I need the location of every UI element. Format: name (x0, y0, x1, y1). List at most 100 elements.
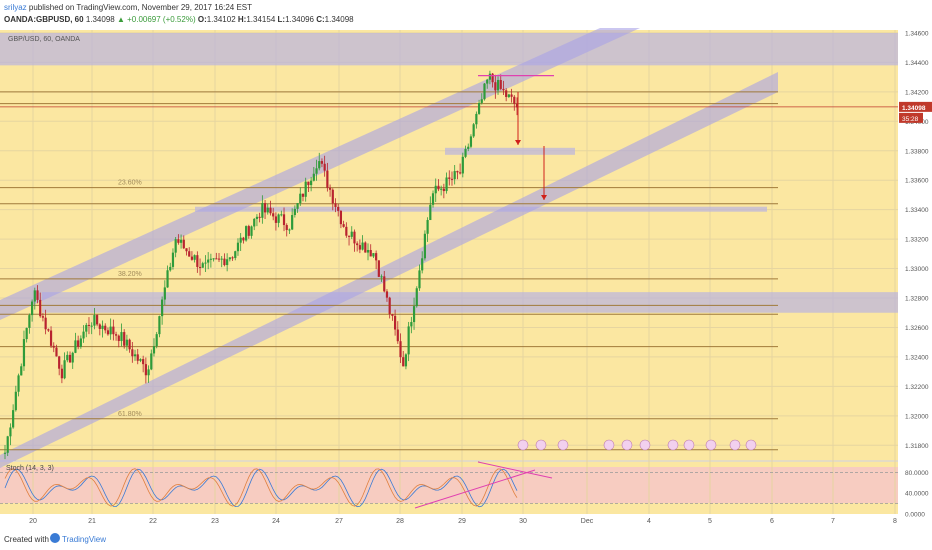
open-label: O: (197, 15, 207, 24)
candle-body (20, 366, 23, 376)
x-tick-label: 23 (211, 518, 219, 525)
candle-body (106, 330, 110, 335)
y-tick-label: 1.33000 (905, 266, 929, 273)
candle-body (196, 255, 199, 267)
timer-badge: 35:28 (902, 116, 919, 123)
candle-body (375, 253, 378, 261)
candle-body (144, 364, 147, 376)
candle-body (131, 349, 134, 357)
x-tick-label: 7 (831, 518, 835, 525)
candle-body (415, 288, 418, 307)
stoch-y-label: 40.0000 (905, 491, 929, 498)
candle-body (169, 266, 172, 271)
candle-body (393, 315, 397, 330)
candle-body (3, 452, 7, 454)
candle-body (104, 325, 107, 331)
y-tick-label: 1.33800 (905, 148, 929, 155)
x-tick-label: 27 (335, 518, 343, 525)
candle-body (236, 242, 240, 252)
candle-body (234, 251, 237, 259)
candle-body (442, 188, 445, 192)
published-text: published on TradingView.com, November 2… (28, 3, 253, 12)
candle-body (60, 368, 63, 379)
candle-body (74, 340, 77, 353)
candle-body (274, 216, 277, 223)
candle-body (477, 102, 481, 114)
candle-body (68, 354, 72, 363)
candle-body (239, 237, 242, 243)
candle-body (453, 171, 456, 180)
candle-body (136, 354, 139, 361)
candle-body (361, 242, 364, 250)
fib-label: 38.20% (118, 271, 142, 278)
candle-body (185, 248, 188, 252)
candle-body (304, 181, 307, 197)
y-tick-label: 1.33200 (905, 237, 929, 244)
candle-body (9, 427, 12, 437)
candle-body (66, 354, 69, 361)
candle-body (220, 258, 223, 260)
x-tick-label: Dec (581, 518, 594, 525)
candle-body (369, 249, 372, 257)
x-tick-label: 30 (519, 518, 527, 525)
candle-body (440, 188, 443, 190)
candle-body (423, 233, 426, 259)
candle-body (52, 345, 55, 348)
candle-body (215, 258, 218, 260)
candle-body (182, 239, 185, 249)
stoch-legend: Stoch (14, 3, 3) (6, 465, 54, 472)
chart-header: srilyaz published on TradingView.com, No… (0, 0, 932, 30)
mid-zone (195, 206, 767, 212)
candle-body (28, 315, 31, 328)
candle-body (491, 73, 494, 83)
y-tick-label: 1.32400 (905, 354, 929, 361)
candle-body (486, 79, 489, 84)
candle-body (364, 242, 367, 253)
tradingview-link[interactable]: TradingView (62, 535, 107, 544)
timer-badge-bg (899, 112, 923, 123)
candle-body (255, 216, 259, 219)
x-tick-label: 22 (149, 518, 157, 525)
candle-body (101, 325, 104, 329)
high-value: 1.34154 (246, 15, 276, 24)
arrow-head-icon (515, 140, 521, 145)
candle-body (209, 258, 212, 260)
candle-body (125, 339, 129, 346)
y-tick-label: 1.33600 (905, 178, 929, 185)
last-price: 1.34098 (85, 15, 115, 24)
y-tick-label: 1.32000 (905, 413, 929, 420)
candle-body (120, 332, 123, 342)
candle-body (467, 146, 470, 149)
candle-body (25, 327, 28, 340)
candle-body (312, 173, 315, 181)
x-tick-label: 4 (647, 518, 651, 525)
candle-body (142, 359, 145, 365)
candle-body (247, 226, 250, 236)
chart-svg[interactable]: 23.60% 38.20% 61.80% 20 21 22 23 24 27 28 29 30 Dec… (0, 28, 932, 528)
candle-body (510, 94, 513, 97)
candle-body (396, 329, 399, 342)
economic-event-icon (603, 439, 615, 451)
upper-channel (0, 28, 640, 320)
candle-body (207, 259, 210, 263)
candle-body (388, 297, 391, 315)
candle-body (36, 290, 39, 300)
candle-body (71, 352, 74, 363)
candle-body (150, 353, 153, 370)
stoch-d-line (4, 468, 518, 507)
candle-body (293, 208, 296, 216)
candle-body (44, 317, 47, 330)
tradingview-logo-icon (50, 533, 60, 543)
high-label: H: (237, 15, 247, 24)
candle-body (334, 203, 337, 207)
stoch-y-label: 0.0000 (905, 512, 925, 519)
y-tick-label: 1.34600 (905, 30, 929, 37)
candle-body (41, 316, 45, 318)
author-link[interactable]: srilyaz (4, 3, 27, 12)
candle-body (505, 90, 508, 97)
candle-body (261, 203, 264, 218)
candle-body (323, 163, 326, 171)
chart-footer: Created with TradingView (0, 528, 932, 550)
candle-body (263, 203, 267, 213)
resistance-zone (0, 32, 898, 66)
